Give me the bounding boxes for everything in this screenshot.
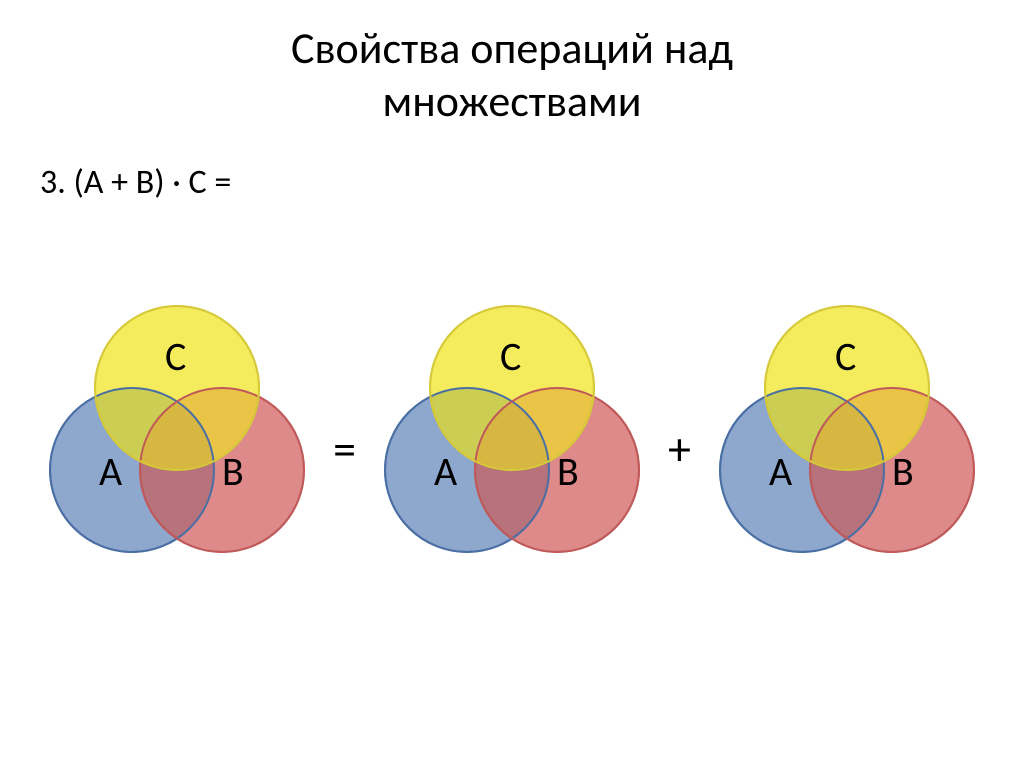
label-B: B xyxy=(557,447,579,496)
label-A: A xyxy=(99,447,123,496)
formula-text: 3. (A + B) · C = xyxy=(40,162,231,203)
label-C: C xyxy=(835,332,856,381)
venn-diagram-2: A B C xyxy=(372,300,652,560)
label-C: C xyxy=(500,332,521,381)
venn-svg-3: A B C xyxy=(707,300,987,560)
label-B: B xyxy=(222,447,244,496)
venn-diagram-3: A B C xyxy=(707,300,987,560)
label-A: A xyxy=(769,447,793,496)
label-A: A xyxy=(434,447,458,496)
slide-title: Свойства операций над множествами xyxy=(0,0,1024,128)
slide: Свойства операций над множествами 3. (A … xyxy=(0,0,1024,767)
title-line-2: множествами xyxy=(382,74,641,128)
venn-row: A B C = A B C + A B C xyxy=(0,300,1024,560)
venn-diagram-1: A B C xyxy=(37,300,317,560)
title-line-1: Свойства операций над xyxy=(291,21,733,75)
plus-operator: + xyxy=(662,422,697,478)
label-B: B xyxy=(892,447,914,496)
equals-operator: = xyxy=(327,422,362,478)
venn-svg-1: A B C xyxy=(37,300,317,560)
label-C: C xyxy=(165,332,186,381)
venn-svg-2: A B C xyxy=(372,300,652,560)
